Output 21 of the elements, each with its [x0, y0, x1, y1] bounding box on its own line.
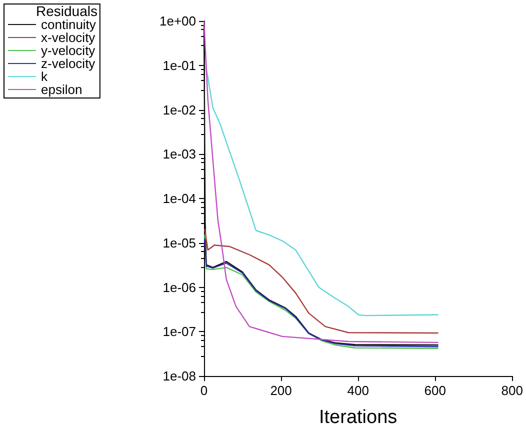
x-tick-label: 200 [270, 383, 292, 398]
x-tick-label: 600 [424, 383, 446, 398]
legend-title: Residuals [36, 3, 98, 19]
line-series [205, 66, 438, 316]
y-tick-label: 1e-03 [162, 146, 196, 162]
y-tick-label: 1e-06 [162, 280, 196, 295]
y-tick-label: 1e-01 [162, 58, 196, 73]
y-tick-label: 1e-02 [162, 102, 196, 118]
legend-label: k [41, 69, 48, 84]
legend-label: epsilon [41, 82, 82, 97]
y-tick-label: 1e-08 [162, 368, 196, 384]
y-tick-label: 1e-04 [162, 191, 196, 206]
line-series [204, 228, 438, 334]
x-tick-label: 800 [501, 383, 524, 398]
legend-label: continuity [41, 17, 96, 32]
y-tick-label: 1e+00 [159, 14, 196, 28]
y-tick-label: 1e-07 [162, 324, 196, 340]
x-axis-title: Iterations [319, 407, 398, 428]
x-tick-label: 400 [347, 383, 369, 398]
x-tick-label: 0 [200, 383, 208, 398]
y-tick-label: 1e-05 [162, 235, 196, 250]
